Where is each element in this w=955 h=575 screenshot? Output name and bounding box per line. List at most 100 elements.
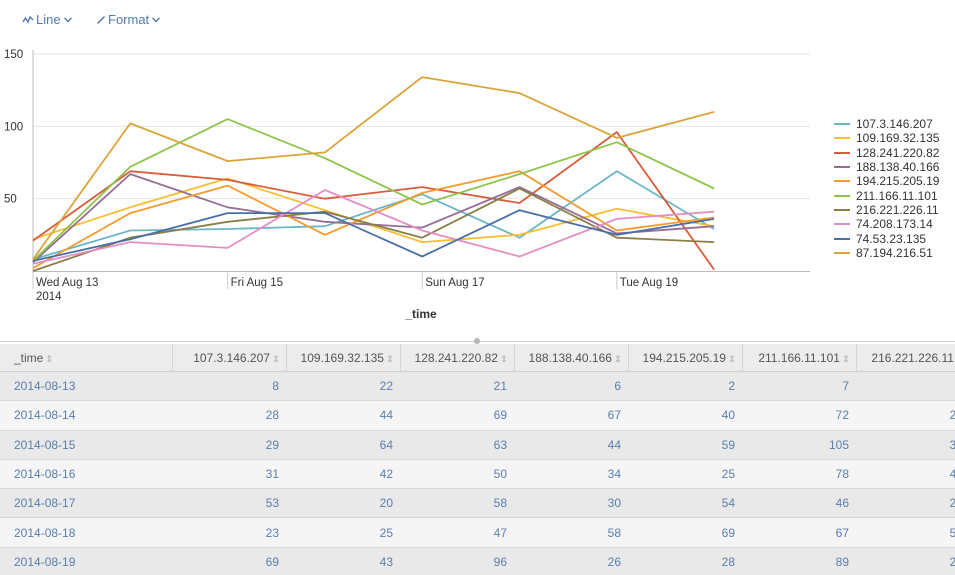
format-button[interactable]: Format (96, 12, 161, 27)
column-header[interactable]: _time ⇕ (0, 344, 173, 372)
value-cell[interactable]: 23 (856, 488, 955, 519)
legend-item[interactable]: 87.194.216.51 (834, 246, 939, 260)
value-cell[interactable]: 67 (514, 400, 628, 431)
legend-item[interactable]: 109.169.32.135 (834, 131, 939, 145)
value-cell[interactable]: 72 (742, 400, 856, 431)
value-cell[interactable]: 50 (400, 459, 514, 490)
legend-item[interactable]: 74.208.173.14 (834, 217, 939, 231)
series-line-107-3-146-207[interactable] (32, 170, 715, 261)
line-chart: 50 100 150 Wed Aug 13 2014 Fri Aug 15 Sun Aug … (4, 49, 810, 321)
legend-item[interactable]: 194.215.205.19 (834, 174, 939, 188)
value-cell[interactable]: 28 (172, 400, 286, 431)
value-cell[interactable]: 44 (286, 400, 400, 431)
value-cell[interactable]: 26 (514, 547, 628, 575)
column-header[interactable]: 194.215.205.19 ⇕ (628, 344, 743, 372)
value-cell[interactable]: 6 (514, 371, 628, 402)
time-cell[interactable]: 2014-08-17 (0, 488, 172, 519)
value-cell[interactable]: 46 (742, 488, 856, 519)
value-cell[interactable]: 2 (628, 371, 742, 402)
value-cell[interactable]: 22 (286, 371, 400, 402)
value-cell[interactable]: 23 (172, 517, 286, 548)
column-header[interactable]: 107.3.146.207 ⇕ (172, 344, 287, 372)
value-cell[interactable]: 54 (628, 488, 742, 519)
legend-item[interactable]: 188.138.40.166 (834, 160, 939, 174)
value-cell[interactable]: 89 (742, 547, 856, 575)
value-cell[interactable]: 78 (742, 459, 856, 490)
value-cell[interactable]: 31 (172, 459, 286, 490)
series-line-87-194-216-51[interactable] (32, 76, 715, 260)
value-cell[interactable]: 41 (856, 459, 955, 490)
time-cell[interactable]: 2014-08-18 (0, 517, 172, 548)
legend-label: 128.241.220.82 (856, 145, 940, 160)
time-cell[interactable]: 2014-08-15 (0, 430, 172, 460)
time-cell[interactable]: 2014-08-19 (0, 547, 172, 575)
series-line-194-215-205-19[interactable] (32, 170, 715, 269)
value-cell[interactable]: 58 (514, 517, 628, 548)
column-header[interactable]: 211.166.11.101 ⇕ (742, 344, 857, 372)
line-chart-type-button[interactable]: Line (22, 12, 73, 27)
legend-swatch (834, 251, 850, 254)
legend-item[interactable]: 211.166.11.101 (834, 188, 939, 203)
value-cell[interactable]: 0 (856, 371, 955, 402)
series-line-188-138-40-166[interactable] (32, 173, 715, 263)
value-cell[interactable]: 58 (400, 488, 514, 519)
value-cell[interactable]: 34 (514, 459, 628, 490)
value-cell[interactable]: 53 (172, 488, 286, 519)
column-header[interactable]: 188.138.40.166 ⇕ (514, 344, 629, 372)
series-line-211-166-11-101[interactable] (32, 118, 715, 262)
legend-item[interactable]: 74.53.23.135 (834, 231, 939, 246)
value-cell[interactable]: 20 (286, 488, 400, 519)
value-cell[interactable]: 21 (400, 371, 514, 402)
time-cell[interactable]: 2014-08-14 (0, 400, 172, 431)
value-cell[interactable]: 8 (172, 371, 286, 402)
legend-item[interactable]: 128.241.220.82 (834, 146, 939, 160)
value-cell[interactable]: 69 (400, 400, 514, 431)
sort-icon[interactable]: ⇕ (499, 353, 508, 364)
value-cell[interactable]: 67 (742, 517, 856, 548)
legend-item[interactable]: 107.3.146.207 (834, 117, 939, 131)
series-line-109-169-32-135[interactable] (32, 177, 715, 244)
time-cell[interactable]: 2014-08-16 (0, 459, 172, 490)
sort-icon[interactable]: ⇕ (613, 353, 622, 364)
column-header[interactable]: 109.169.32.135 ⇕ (286, 344, 401, 372)
sort-icon[interactable]: ⇕ (727, 353, 736, 364)
sort-icon[interactable]: ⇕ (271, 353, 280, 364)
value-cell[interactable]: 105 (742, 430, 856, 460)
series-line-74-53-23-135[interactable] (32, 209, 715, 262)
sort-icon[interactable]: ⇕ (385, 353, 394, 364)
value-cell[interactable]: 25 (286, 517, 400, 548)
time-cell[interactable]: 2014-08-13 (0, 371, 172, 402)
value-cell[interactable]: 30 (514, 488, 628, 519)
value-cell[interactable]: 69 (628, 517, 742, 548)
column-header-label: 216.221.226.11 (871, 350, 954, 365)
legend-label: 87.194.216.51 (856, 245, 933, 260)
value-cell[interactable]: 34 (856, 430, 955, 460)
value-cell[interactable]: 96 (400, 547, 514, 575)
sort-icon[interactable]: ⇕ (841, 353, 850, 364)
value-cell[interactable]: 64 (286, 430, 400, 460)
column-header[interactable]: 216.221.226.11⇕ (856, 344, 955, 372)
legend-label: 74.53.23.135 (856, 231, 927, 246)
value-cell[interactable]: 57 (856, 517, 955, 548)
sort-icon[interactable]: ⇕ (45, 353, 53, 364)
value-cell[interactable]: 47 (400, 517, 514, 548)
value-cell[interactable]: 29 (172, 430, 286, 460)
table-row: 2014-08-13822216270 (0, 371, 955, 402)
value-cell[interactable]: 7 (742, 371, 856, 402)
series-line-74-208-173-14[interactable] (32, 189, 715, 265)
column-header[interactable]: 128.241.220.82 ⇕ (400, 344, 515, 372)
value-cell[interactable]: 23 (856, 400, 955, 431)
resize-handle[interactable] (474, 338, 480, 344)
value-cell[interactable]: 44 (514, 430, 628, 460)
series-line-128-241-220-82[interactable] (32, 131, 715, 271)
value-cell[interactable]: 59 (628, 430, 742, 460)
value-cell[interactable]: 25 (628, 459, 742, 490)
value-cell[interactable]: 42 (286, 459, 400, 490)
value-cell[interactable]: 23 (856, 547, 955, 575)
value-cell[interactable]: 28 (628, 547, 742, 575)
value-cell[interactable]: 63 (400, 430, 514, 460)
value-cell[interactable]: 43 (286, 547, 400, 575)
value-cell[interactable]: 69 (172, 547, 286, 575)
value-cell[interactable]: 40 (628, 400, 742, 431)
legend-item[interactable]: 216.221.226.11 (834, 203, 939, 217)
